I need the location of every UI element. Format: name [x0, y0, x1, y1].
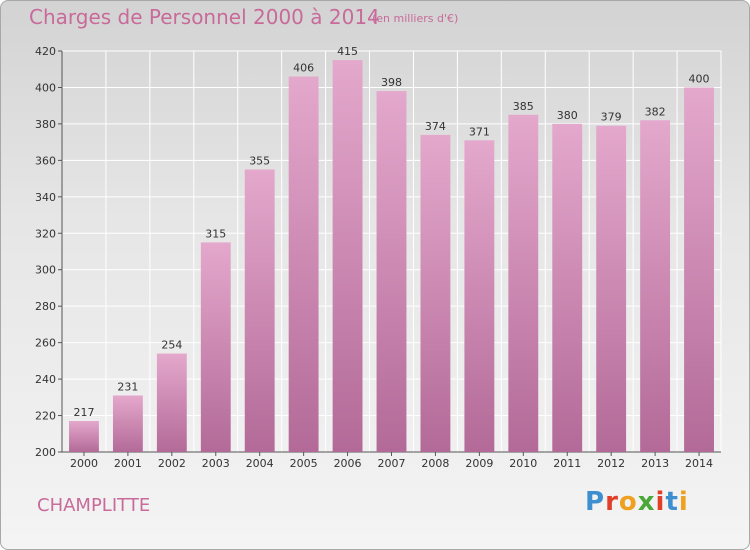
data-label: 398 — [381, 76, 402, 89]
data-label: 382 — [645, 105, 666, 118]
logo-letter: o — [618, 487, 638, 517]
bar — [156, 353, 187, 452]
x-tick-label: 2000 — [70, 457, 98, 470]
x-tick-label: 2005 — [290, 457, 318, 470]
x-tick-label: 2002 — [158, 457, 186, 470]
data-label: 254 — [161, 339, 182, 352]
x-tick-label: 2006 — [334, 457, 362, 470]
data-label: 231 — [117, 380, 138, 393]
bar — [112, 395, 143, 452]
y-tick-label: 220 — [35, 410, 56, 423]
bar — [69, 421, 99, 452]
bar — [508, 114, 539, 452]
labels: 200 220 240 260 280 300 320 340 360 380 400 420 217 2… — [35, 45, 713, 470]
y-tick-label: 400 — [35, 81, 56, 94]
bars — [69, 60, 714, 453]
bar — [464, 140, 495, 452]
bar — [200, 242, 231, 452]
y-tick-label: 200 — [35, 446, 56, 459]
data-label: 406 — [293, 62, 314, 75]
bar — [288, 76, 319, 452]
y-tick-label: 360 — [35, 154, 56, 167]
bar — [684, 87, 714, 453]
logo-letter: i — [655, 487, 666, 517]
logo-letter: x — [637, 487, 656, 517]
data-label: 400 — [689, 72, 710, 85]
logo-letter: i — [678, 487, 689, 517]
x-tick-label: 2001 — [114, 457, 142, 470]
x-tick-label: 2003 — [202, 457, 230, 470]
logo-letter: r — [605, 487, 619, 517]
logo-letter: P — [585, 487, 606, 517]
data-label: 371 — [469, 125, 490, 138]
y-tick-label: 420 — [35, 45, 56, 58]
bar — [376, 91, 407, 452]
data-label: 355 — [249, 154, 270, 167]
y-tick-label: 340 — [35, 191, 56, 204]
data-label: 385 — [513, 100, 534, 113]
bar — [596, 125, 627, 453]
x-tick-label: 2012 — [597, 457, 625, 470]
y-tick-label: 300 — [35, 264, 56, 277]
x-tick-label: 2013 — [641, 457, 669, 470]
y-tick-label: 380 — [35, 118, 56, 131]
x-tick-label: 2008 — [421, 457, 449, 470]
bar — [640, 120, 671, 452]
bar — [332, 60, 363, 452]
x-tick-label: 2010 — [509, 457, 537, 470]
chart-title: Charges de Personnel 2000 à 2014 — [29, 5, 380, 29]
data-label: 315 — [205, 227, 226, 240]
data-label: 380 — [557, 109, 578, 122]
data-label: 374 — [425, 120, 446, 133]
x-tick-label: 2004 — [246, 457, 274, 470]
data-label: 379 — [601, 111, 622, 124]
commune-name: CHAMPLITTE — [37, 495, 151, 516]
logo-letter: t — [665, 487, 679, 517]
y-tick-label: 320 — [35, 227, 56, 240]
y-tick-label: 240 — [35, 373, 56, 386]
y-tick-label: 260 — [35, 337, 56, 350]
data-label: 217 — [73, 406, 94, 419]
bar — [552, 123, 583, 452]
x-tick-label: 2009 — [465, 457, 493, 470]
y-tick-label: 280 — [35, 300, 56, 313]
x-tick-label: 2007 — [378, 457, 406, 470]
bar — [244, 169, 275, 452]
data-label: 415 — [337, 45, 358, 58]
x-tick-label: 2011 — [553, 457, 581, 470]
chart-subtitle: (en milliers d'€) — [372, 12, 459, 25]
bar — [420, 134, 451, 452]
proxiti-logo[interactable]: Proxiti — [585, 487, 689, 517]
x-tick-label: 2014 — [685, 457, 713, 470]
